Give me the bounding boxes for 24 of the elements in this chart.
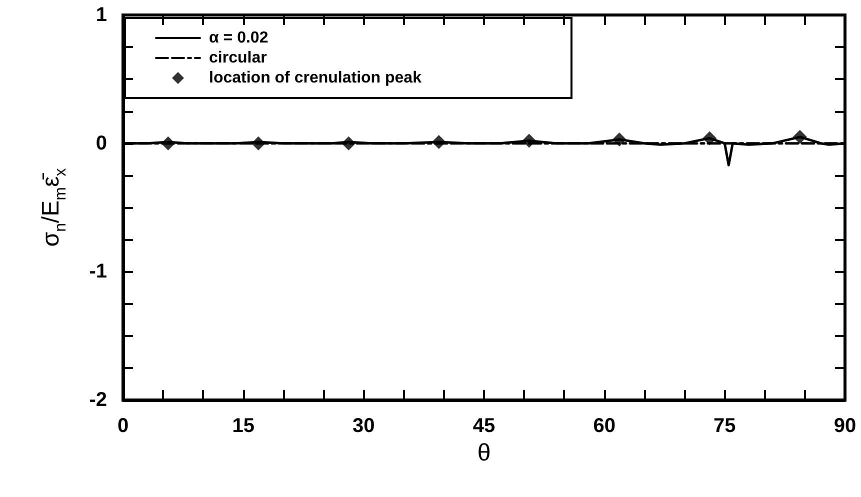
point	[792, 130, 807, 144]
y-tick-label: 0	[96, 132, 107, 154]
legend-label: α = 0.02	[209, 30, 268, 46]
point	[702, 131, 717, 146]
point	[522, 134, 536, 148]
x-tick-label: 15	[232, 415, 254, 437]
point	[161, 136, 176, 150]
point	[251, 136, 266, 150]
x-axis-title: θ	[477, 439, 491, 466]
y-tick-label: -2	[89, 389, 107, 411]
legend-label: circular	[209, 50, 267, 66]
x-tick-label: 45	[472, 415, 496, 437]
point	[612, 132, 626, 146]
y-tick-label: 1	[96, 4, 107, 26]
point	[432, 135, 446, 150]
y-tick-label: -1	[89, 260, 107, 283]
x-tick-label: 0	[117, 415, 129, 437]
point	[342, 136, 356, 150]
legend-label: location of crenulation peak	[209, 70, 422, 86]
x-tick-label: 75	[714, 415, 736, 437]
x-tick-label: 60	[593, 415, 616, 437]
x-tick-label: 30	[352, 415, 375, 437]
x-tick-label: 90	[834, 415, 856, 437]
y-axis-title: σn/Emε̄x	[38, 168, 70, 247]
